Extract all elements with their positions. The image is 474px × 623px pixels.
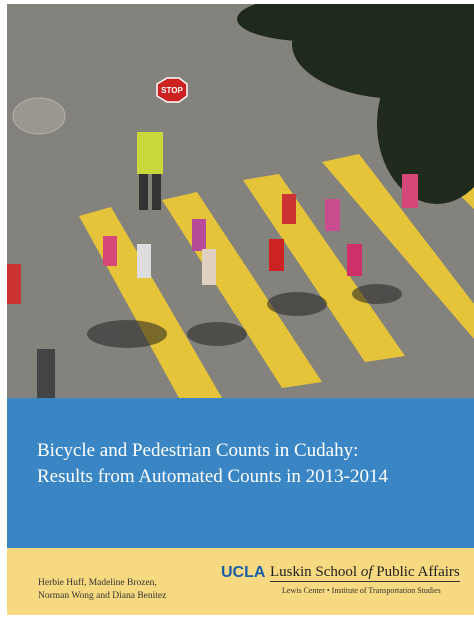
logo-subtitle: Lewis Center • Institute of Transportati… xyxy=(282,586,441,595)
footer-band: Herbie Huff, Madeline Brozen, Norman Won… xyxy=(7,548,474,615)
logo-text: Public Affairs xyxy=(373,564,460,580)
sign-text: STOP xyxy=(161,86,183,95)
authors: Herbie Huff, Madeline Brozen, xyxy=(38,578,157,588)
logo-mark: UCLA xyxy=(221,564,265,582)
title-line: Bicycle and Pedestrian Counts in Cudahy: xyxy=(37,440,358,462)
title-band: Bicycle and Pedestrian Counts in Cudahy:… xyxy=(7,398,474,548)
logo-text: of xyxy=(361,564,373,580)
logo-text: Luskin School xyxy=(270,564,361,580)
title-line: Results from Automated Counts in 2013-20… xyxy=(37,466,388,488)
cover-photo: STOP xyxy=(7,4,474,398)
authors: Norman Wong and Diana Benitez xyxy=(38,591,166,601)
cover-page: STOP Bicycle and Pedestrian Counts in Cu… xyxy=(0,0,474,623)
logo-school: Luskin School of Public Affairs xyxy=(270,564,460,582)
